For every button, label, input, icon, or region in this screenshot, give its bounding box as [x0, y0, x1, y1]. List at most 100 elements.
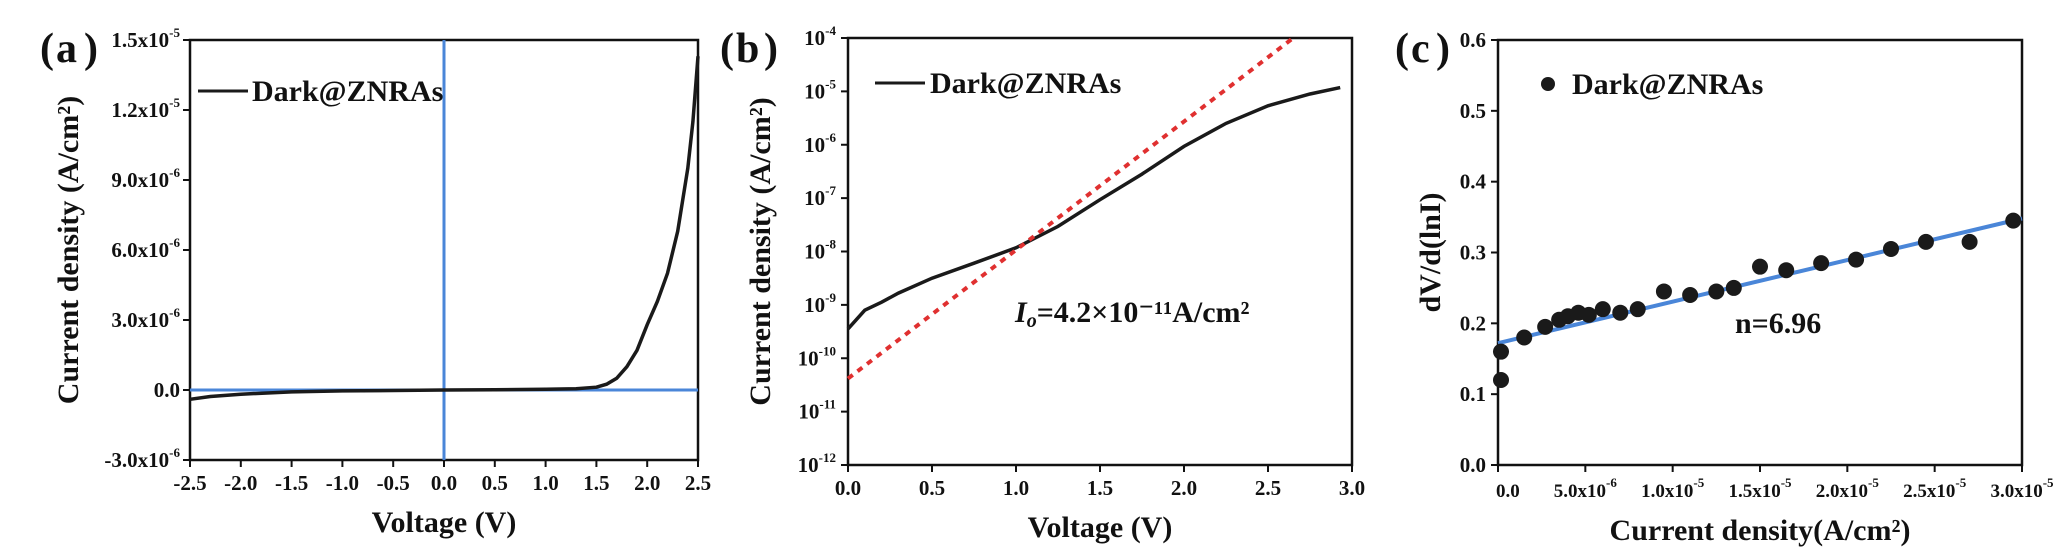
- panel-b-legend-label: Dark@ZNRAs: [930, 67, 1121, 100]
- x-tick-label: 3.0x10-5: [1990, 475, 2054, 502]
- panel-c-marks: [1493, 212, 2023, 388]
- panel-a-xlabel: Voltage (V): [372, 506, 517, 539]
- panel-a-marks: [189, 40, 700, 460]
- x-tick-label: 0.0: [835, 476, 861, 500]
- data-point: [1848, 251, 1865, 268]
- x-tick-label: -1.0: [326, 471, 359, 495]
- series-fit-line: [1497, 216, 2023, 346]
- data-point: [1708, 283, 1725, 300]
- y-tick-label: 3.0x10-6: [111, 305, 180, 332]
- y-tick-label: 10-6: [804, 130, 836, 157]
- x-tick-label: 2.5: [1255, 476, 1281, 500]
- svg-text:(: (: [720, 26, 734, 72]
- panel-c-xlabel: Current density(A/cm²): [1610, 514, 1911, 547]
- panel-a-ylabel: Current density (A/cm²): [52, 96, 85, 404]
- panel-c-frame: [1496, 38, 2024, 467]
- data-point: [1917, 233, 1934, 250]
- x-tick-label: 0.5: [919, 476, 945, 500]
- y-tick-label: 10-9: [804, 290, 836, 317]
- y-tick-label: 0.5: [1460, 99, 1486, 123]
- data-point: [1493, 372, 1509, 388]
- y-tick-label: 0.3: [1460, 241, 1486, 265]
- y-tick-label: 1.2x10-5: [111, 95, 180, 122]
- y-tick-label: 10-8: [804, 237, 836, 264]
- x-tick-label: 0.5: [482, 471, 508, 495]
- x-tick-label: 1.5x10-5: [1728, 475, 1792, 502]
- y-tick-label: 10-12: [798, 450, 836, 477]
- panel-a-axes: -2.5 -2.0 -1.5 -1.0 -0.5 0.0 0.5 1.0 1.5 2.0 2.5 -3…: [104, 25, 711, 495]
- y-tick-label: -3.0x10-6: [104, 445, 180, 472]
- y-tick-label: 0.1: [1460, 382, 1486, 406]
- y-tick-label: 0.0: [1460, 453, 1486, 477]
- panel-c-letter: c: [1411, 26, 1430, 72]
- x-tick-label: 1.0: [1003, 476, 1029, 500]
- x-tick-label: -1.5: [275, 471, 308, 495]
- panel-c-ylabel: dV/d(lnI): [1414, 192, 1447, 312]
- x-tick-label: 2.0: [634, 471, 660, 495]
- data-point: [1883, 240, 1899, 257]
- x-tick-label: 2.5: [685, 471, 711, 495]
- data-point: [1516, 329, 1533, 346]
- svg-text:): ): [764, 26, 778, 72]
- panel-c-axes: 0.0 5.0x10-6 1.0x10-5 1.5x10-5 2.0x10-5 2.5x1…: [1460, 28, 2054, 502]
- x-tick-label: -2.5: [173, 471, 206, 495]
- x-tick-label: 1.0x10-5: [1641, 475, 1705, 502]
- y-tick-label: 10-4: [804, 23, 836, 50]
- svg-text:): ): [84, 26, 98, 72]
- x-tick-label: 2.5x10-5: [1903, 475, 1967, 502]
- data-point: [1537, 318, 1554, 335]
- panel-c-annotation: n=6.96: [1735, 307, 1821, 340]
- panel-c: ( c ) 0.0 5.0x10-6 1.0x10-5 1.5x10-5 2.0x10-…: [1395, 26, 2054, 547]
- series-dark-znras: [846, 85, 1341, 331]
- panel-a: ( a ) -2.5 -2.0 -1.5 -1.0 -0.5 0.0 0.5 1.0 1.5 2.…: [40, 25, 711, 539]
- data-point: [1594, 301, 1611, 318]
- svg-text:(: (: [40, 26, 54, 72]
- data-point: [1813, 255, 1830, 272]
- svg-text:(: (: [1395, 26, 1409, 72]
- y-tick-label: 10-7: [804, 183, 836, 210]
- x-tick-label: -0.5: [377, 471, 410, 495]
- y-tick-label: 9.0x10-6: [111, 165, 180, 192]
- data-point: [1580, 306, 1597, 323]
- panel-a-legend-label: Dark@ZNRAs: [252, 75, 443, 108]
- y-tick-label: 0.0: [154, 378, 180, 402]
- panel-b-xlabel: Voltage (V): [1028, 511, 1173, 544]
- panel-b-axes: 0.0 0.5 1.0 1.5 2.0 2.5 3.0 10-12 10-11 10-10 10-9…: [798, 23, 1365, 500]
- y-tick-label: 0.2: [1460, 311, 1486, 335]
- data-point: [2005, 212, 2022, 229]
- panel-c-legend-marker: [1541, 77, 1555, 91]
- data-point: [1629, 301, 1646, 318]
- data-point: [1752, 258, 1768, 275]
- y-tick-label: 1.5x10-5: [111, 25, 180, 52]
- x-tick-label: 2.0x10-5: [1816, 475, 1880, 502]
- panel-b-label: ( b ): [720, 26, 778, 72]
- x-tick-label: 0.0: [431, 471, 457, 495]
- panel-b: ( b ) 0.0 0.5 1.0 1.5 2.0 2.5 3.0 10-12 10-11 10-…: [720, 23, 1365, 544]
- x-tick-label: 1.5: [1087, 476, 1113, 500]
- y-tick-label: 0.4: [1460, 170, 1487, 194]
- data-point: [1493, 343, 1509, 360]
- data-point: [1655, 283, 1672, 300]
- data-point: [1961, 233, 1978, 250]
- x-tick-label: -2.0: [224, 471, 257, 495]
- panel-c-label: ( c ): [1395, 26, 1450, 72]
- x-tick-label: 0.0: [1496, 481, 1520, 502]
- panel-b-ylabel: Current density (A/cm²): [744, 97, 777, 405]
- data-point: [1725, 279, 1742, 296]
- x-tick-label: 1.5: [583, 471, 609, 495]
- panel-a-label: ( a ): [40, 26, 98, 72]
- panel-b-letter: b: [736, 26, 759, 72]
- y-tick-label: 6.0x10-6: [111, 235, 180, 262]
- panel-b-annotation: Io=4.2×10⁻¹¹A/cm²: [1014, 296, 1250, 332]
- data-point: [1612, 304, 1629, 321]
- y-tick-label: 10-11: [798, 397, 836, 424]
- y-tick-label: 0.6: [1460, 28, 1486, 52]
- x-tick-label: 2.0: [1171, 476, 1197, 500]
- x-tick-label: 5.0x10-6: [1554, 475, 1618, 502]
- panel-b-marks: [846, 36, 1341, 381]
- panel-c-legend-label: Dark@ZNRAs: [1572, 68, 1763, 101]
- data-point: [1778, 262, 1795, 279]
- data-point: [1682, 287, 1699, 303]
- x-tick-label: 1.0: [532, 471, 558, 495]
- series-dark-znras: [189, 56, 700, 402]
